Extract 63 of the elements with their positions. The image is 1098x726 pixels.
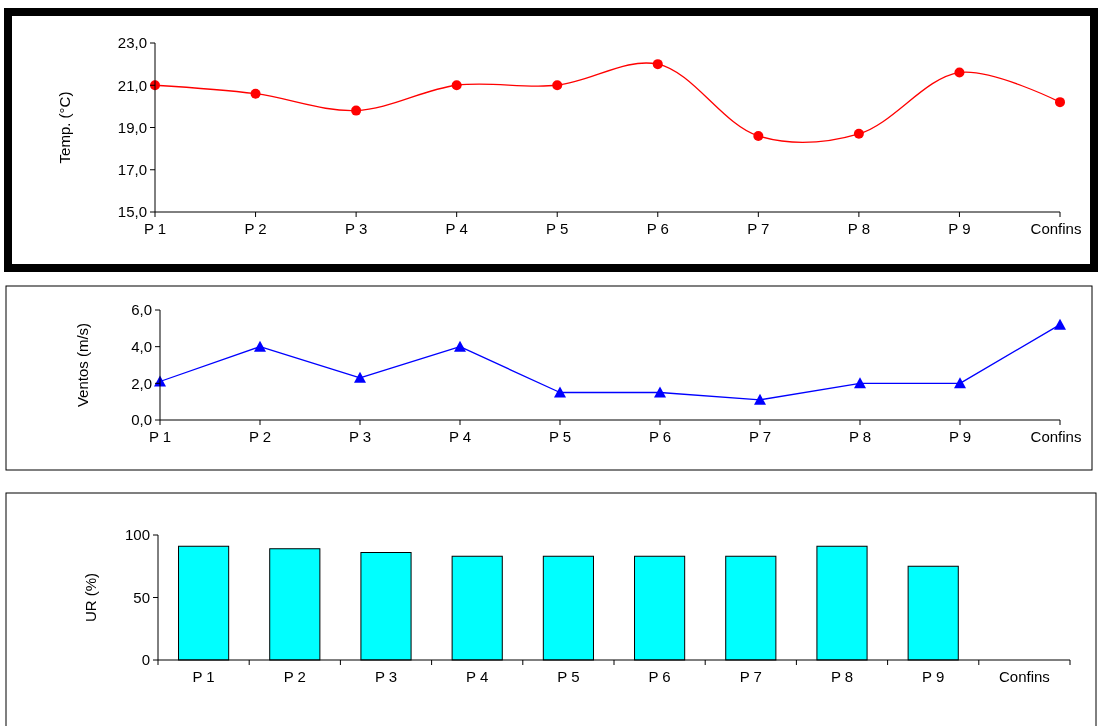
point bbox=[954, 377, 966, 389]
y-tick-label: 50 bbox=[133, 588, 150, 606]
x-tick-label: P 4 bbox=[466, 668, 489, 685]
x-tick-label: Confins bbox=[1030, 428, 1082, 445]
y-tick-label: 100 bbox=[124, 526, 150, 544]
point bbox=[954, 67, 965, 78]
point bbox=[354, 371, 366, 383]
x-tick-label: P 4 bbox=[445, 220, 468, 237]
x-tick-label: Confins bbox=[998, 668, 1050, 685]
y-axis-title: UR (%) bbox=[82, 572, 99, 623]
y-tick-label: 19,0 bbox=[117, 118, 147, 136]
point bbox=[853, 128, 864, 139]
y-tick-label: 0 bbox=[141, 651, 150, 669]
y-axis-title: Temp. (°C) bbox=[56, 91, 73, 164]
y-tick-label: 2,0 bbox=[131, 374, 152, 392]
point bbox=[753, 130, 764, 141]
x-tick-label: P 8 bbox=[848, 428, 872, 445]
point bbox=[1055, 97, 1065, 108]
point bbox=[1054, 318, 1066, 330]
x-tick-label: P 9 bbox=[922, 668, 945, 685]
x-tick-label: P 6 bbox=[646, 220, 669, 237]
y-tick-label: 0,0 bbox=[131, 411, 152, 429]
x-tick-label: P 7 bbox=[748, 428, 772, 445]
x-tick-label: P 3 bbox=[344, 220, 368, 237]
x-tick-label: P 5 bbox=[548, 428, 572, 445]
x-tick-label: P 6 bbox=[648, 668, 671, 685]
x-tick-label: P 8 bbox=[847, 220, 871, 237]
point bbox=[250, 88, 261, 99]
y-tick-label: 15,0 bbox=[117, 203, 147, 221]
point bbox=[254, 340, 266, 352]
point bbox=[554, 386, 566, 398]
y-tick-label: 6,0 bbox=[131, 301, 152, 319]
y-tick-label: 23,0 bbox=[117, 34, 147, 52]
y-tick-label: 21,0 bbox=[117, 76, 147, 94]
point bbox=[654, 386, 666, 398]
x-tick-label: P 2 bbox=[244, 220, 267, 237]
point bbox=[451, 80, 462, 91]
point bbox=[351, 105, 362, 116]
point bbox=[552, 80, 563, 91]
x-tick-label: P 2 bbox=[283, 668, 306, 685]
x-tick-label: P 2 bbox=[248, 428, 272, 445]
x-tick-label: P 5 bbox=[546, 220, 569, 237]
x-tick-label: P 8 bbox=[830, 668, 854, 685]
y-axis-title: Ventos (m/s) bbox=[74, 322, 91, 408]
point bbox=[754, 393, 766, 405]
x-tick-label: P 3 bbox=[374, 668, 398, 685]
point bbox=[854, 377, 866, 389]
x-tick-label: P 9 bbox=[948, 220, 971, 237]
point bbox=[652, 59, 663, 70]
x-tick-label: P 7 bbox=[747, 220, 770, 237]
y-tick-label: 17,0 bbox=[117, 161, 147, 178]
x-tick-label: P 7 bbox=[739, 668, 762, 685]
x-tick-label: P 5 bbox=[557, 668, 580, 685]
x-tick-label: Confins bbox=[1030, 220, 1082, 237]
x-tick-label: P 3 bbox=[348, 428, 372, 445]
y-tick-label: 4,0 bbox=[131, 337, 152, 355]
x-tick-label: P 1 bbox=[148, 428, 172, 445]
x-tick-label: P 6 bbox=[648, 428, 672, 445]
x-tick-label: P 1 bbox=[143, 220, 167, 237]
point bbox=[454, 340, 466, 352]
x-tick-label: P 9 bbox=[948, 428, 972, 445]
x-tick-label: P 4 bbox=[448, 428, 472, 445]
x-tick-label: P 1 bbox=[192, 668, 215, 685]
